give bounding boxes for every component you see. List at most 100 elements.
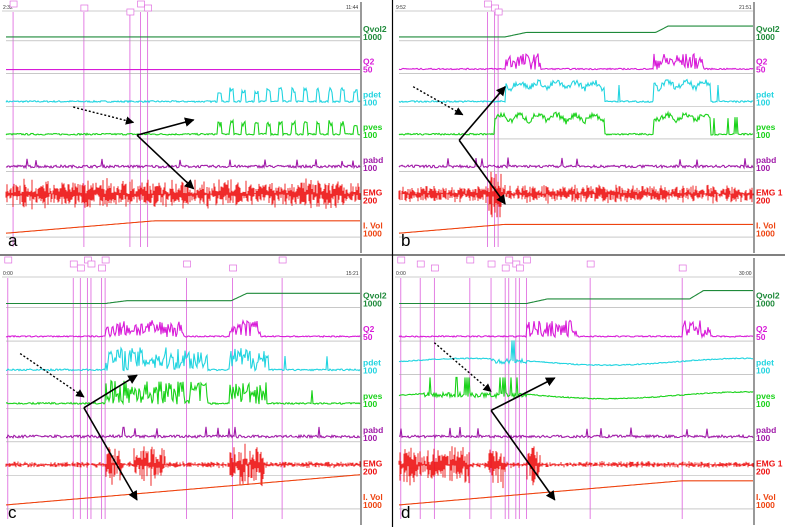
trace-pves — [398, 376, 754, 400]
event-flag — [101, 256, 110, 264]
panel-label: a — [8, 231, 18, 250]
time-label: 11:44 — [346, 5, 358, 11]
event-flag — [586, 260, 595, 268]
channel-name: pabd — [363, 155, 383, 165]
channel-scale: 100 — [756, 163, 770, 173]
channel-name: Qvol2 — [363, 290, 387, 300]
event-flag — [126, 8, 135, 16]
solid-arrow — [490, 410, 556, 501]
event-flag — [183, 260, 191, 268]
solid-arrow — [490, 377, 556, 412]
channel-name: pabd — [756, 425, 776, 435]
channel-name: pdet — [363, 358, 381, 368]
event-flag — [466, 256, 475, 264]
trace-i-vol — [5, 474, 361, 506]
panel-label: c — [8, 503, 17, 522]
event-flag — [487, 260, 496, 268]
trace-q2 — [5, 318, 361, 338]
panel-d: 0:00 30:00Qvol21000Q250pdet100pves100pabd… — [395, 256, 783, 525]
trace-emg — [5, 443, 361, 487]
event-flag — [501, 264, 510, 272]
trace-q2 — [398, 319, 754, 340]
channel-name: pves — [756, 122, 776, 132]
event-flag — [505, 256, 514, 264]
panel-c: 0:00 15:21Qvol21000Q250pdet100pves100pabd… — [2, 256, 387, 525]
channel-name: pdet — [363, 89, 381, 99]
channel-scale: 100 — [756, 97, 770, 107]
channel-name: EMG 1 — [756, 458, 783, 468]
channel-scale: 50 — [363, 65, 373, 75]
panel-label: b — [401, 231, 410, 250]
panel-a: 2:32 11:44Qvol21000Q250pdet100pves100pabd… — [2, 0, 387, 253]
event-flag — [278, 256, 287, 264]
trace-qvol2 — [399, 290, 753, 305]
time-label: 2:32 — [3, 5, 13, 11]
event-flag — [144, 4, 152, 12]
trace-i-vol — [398, 223, 753, 234]
event-flag — [76, 264, 85, 272]
panel-b: 9:52 21:51Qvol21000Q250pdet100pves100pabd… — [395, 0, 783, 253]
trace-i-vol — [398, 480, 753, 506]
solid-arrow — [458, 139, 506, 205]
time-label: 21:51 — [739, 5, 752, 11]
trace-qvol2 — [6, 292, 360, 305]
event-flag — [397, 256, 406, 264]
channel-name: pabd — [756, 155, 776, 165]
trace-pabd — [6, 426, 361, 440]
channel-scale: 200 — [756, 196, 770, 206]
channel-scale: 100 — [756, 366, 770, 376]
time-label: 0:00 — [396, 271, 406, 277]
solid-arrow — [83, 374, 138, 409]
channel-scale: 1000 — [363, 228, 382, 238]
channel-name: pves — [363, 391, 383, 401]
channel-name: pabd — [363, 425, 383, 435]
event-flag — [137, 0, 145, 8]
event-flag — [229, 264, 237, 272]
channel-name: Q2 — [756, 57, 768, 67]
channel-name: I. Vol — [756, 492, 776, 502]
channel-scale: 1000 — [363, 500, 382, 510]
panel-label: d — [401, 503, 410, 522]
time-label: 0:00 — [3, 271, 13, 277]
time-label: 15:21 — [346, 271, 359, 277]
channel-name: EMG — [363, 188, 383, 198]
event-flag — [9, 0, 18, 8]
channel-name: pves — [363, 122, 383, 132]
event-flag — [4, 256, 13, 264]
channel-scale: 1000 — [756, 298, 775, 308]
trace-pdet — [398, 340, 754, 367]
solid-arrow — [83, 407, 138, 501]
event-flag — [484, 0, 492, 8]
channel-scale: 100 — [363, 399, 377, 409]
trace-pabd — [398, 157, 754, 170]
trace-pdet — [5, 346, 361, 372]
channel-name: pdet — [756, 358, 774, 368]
event-flag — [678, 264, 687, 272]
channel-scale: 200 — [363, 196, 377, 206]
channel-name: I. Vol — [363, 492, 383, 502]
solid-arrow — [458, 85, 506, 141]
channel-scale: 100 — [756, 433, 770, 443]
channel-scale: 50 — [756, 65, 766, 75]
dotted-arrow — [412, 86, 464, 116]
event-flag — [431, 264, 439, 272]
event-flag — [416, 260, 425, 268]
channel-scale: 1000 — [756, 228, 775, 238]
channel-scale: 100 — [363, 97, 377, 107]
channel-name: EMG — [363, 458, 383, 468]
trace-i-vol — [5, 220, 360, 234]
channel-name: Q2 — [363, 324, 375, 334]
trace-pves — [5, 118, 361, 137]
channel-scale: 200 — [756, 466, 770, 476]
trace-emg-1 — [398, 446, 754, 489]
solid-arrow — [136, 134, 195, 190]
channel-scale: 100 — [756, 130, 770, 140]
channel-scale: 100 — [363, 163, 377, 173]
channel-name: pves — [756, 391, 776, 401]
event-flag — [523, 256, 531, 264]
channel-scale: 100 — [363, 433, 377, 443]
trace-emg — [5, 178, 361, 210]
trace-pabd — [5, 158, 361, 170]
time-label: 9:52 — [396, 5, 406, 11]
trace-emg-1 — [398, 171, 754, 218]
